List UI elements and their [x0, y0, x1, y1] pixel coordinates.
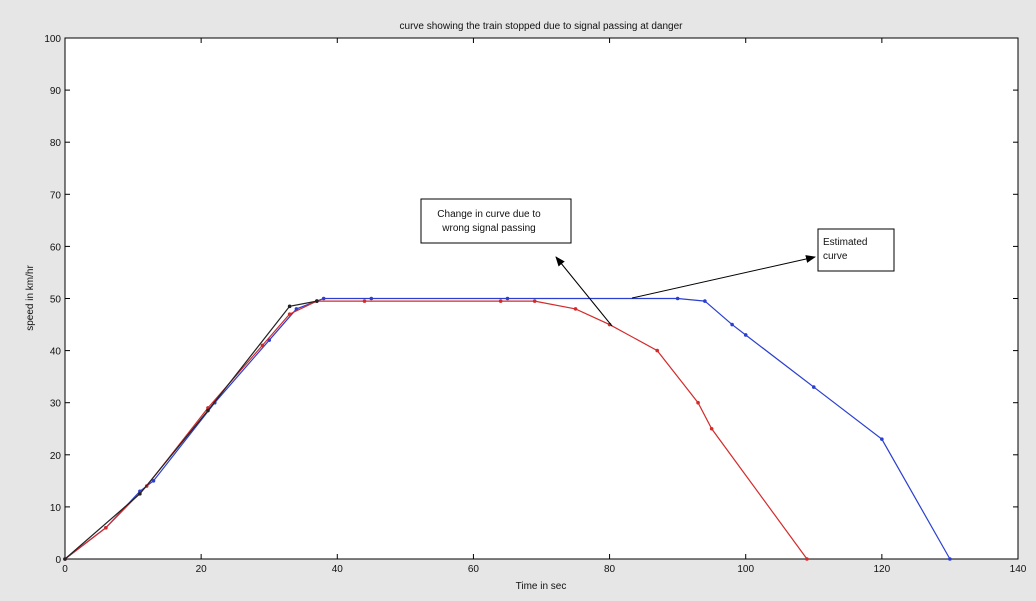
y-tick-label: 0: [55, 555, 61, 566]
axis-ticks: 0 20 40 60 80 100 120 140 0 10 20 30 40 50 60 70 80 90 100: [44, 34, 1026, 575]
data-point: [104, 525, 108, 530]
y-tick-label: 50: [50, 295, 62, 306]
data-point: [287, 304, 292, 309]
data-point: [260, 343, 265, 348]
data-point: [880, 437, 884, 441]
annotation-line: Estimated: [823, 237, 867, 248]
x-tick-label: 100: [737, 564, 754, 575]
y-tick-label: 90: [50, 86, 62, 97]
data-point: [675, 296, 680, 301]
x-tick-label: 40: [332, 564, 344, 575]
data-point: [138, 492, 142, 496]
annotation-line: wrong signal passing: [441, 223, 535, 234]
x-tick-label: 120: [874, 564, 891, 575]
data-point: [63, 557, 67, 561]
x-tick-label: 60: [468, 564, 480, 575]
annotation-arrow: [631, 255, 816, 299]
y-axis-label: speed in km/hr: [25, 265, 36, 331]
x-tick-label: 0: [62, 564, 68, 575]
data-point: [505, 296, 510, 301]
annotation-arrows: [555, 255, 816, 327]
data-point: [709, 426, 714, 431]
data-point: [655, 348, 660, 353]
data-point: [730, 322, 734, 327]
y-tick-label: 30: [50, 399, 62, 410]
y-tick-label: 60: [50, 242, 62, 253]
annotation-arrow: [555, 256, 613, 327]
y-tick-label: 100: [44, 34, 61, 45]
data-point: [811, 385, 816, 389]
data-point: [321, 296, 326, 301]
series-line-1: [64, 300, 808, 560]
x-tick-label: 20: [196, 564, 208, 575]
data-point: [573, 307, 578, 311]
annotation-estimated-curve: Estimated curve: [817, 228, 895, 272]
y-tick-label: 80: [50, 138, 62, 149]
annotation-box: [420, 198, 572, 244]
data-point: [151, 479, 156, 483]
data-point: [703, 299, 707, 303]
data-point: [805, 557, 809, 561]
y-tick-label: 40: [50, 347, 62, 358]
chart-title: curve showing the train stopped due to s…: [400, 21, 684, 32]
x-tick-label: 140: [1010, 564, 1027, 575]
data-point: [498, 299, 503, 303]
data-point: [369, 296, 374, 301]
series-layer: [63, 296, 952, 561]
y-tick-label: 20: [50, 451, 62, 462]
data-point: [743, 333, 748, 337]
data-point: [206, 408, 210, 413]
y-tick-label: 70: [50, 190, 62, 201]
data-point: [315, 299, 319, 303]
data-point: [696, 400, 700, 405]
annotation-line: Change in curve due to: [437, 209, 541, 220]
data-point: [287, 312, 292, 316]
data-point: [362, 299, 367, 303]
data-point: [532, 299, 537, 303]
annotation-line: curve: [823, 251, 848, 262]
y-tick-label: 10: [50, 503, 62, 514]
x-axis-label: Time in sec: [516, 581, 567, 592]
x-tick-label: 80: [604, 564, 616, 575]
annotation-change-in-curve: Change in curve due to wrong signal pass…: [420, 198, 572, 244]
annotation-box: [817, 228, 895, 272]
data-point: [948, 557, 952, 561]
